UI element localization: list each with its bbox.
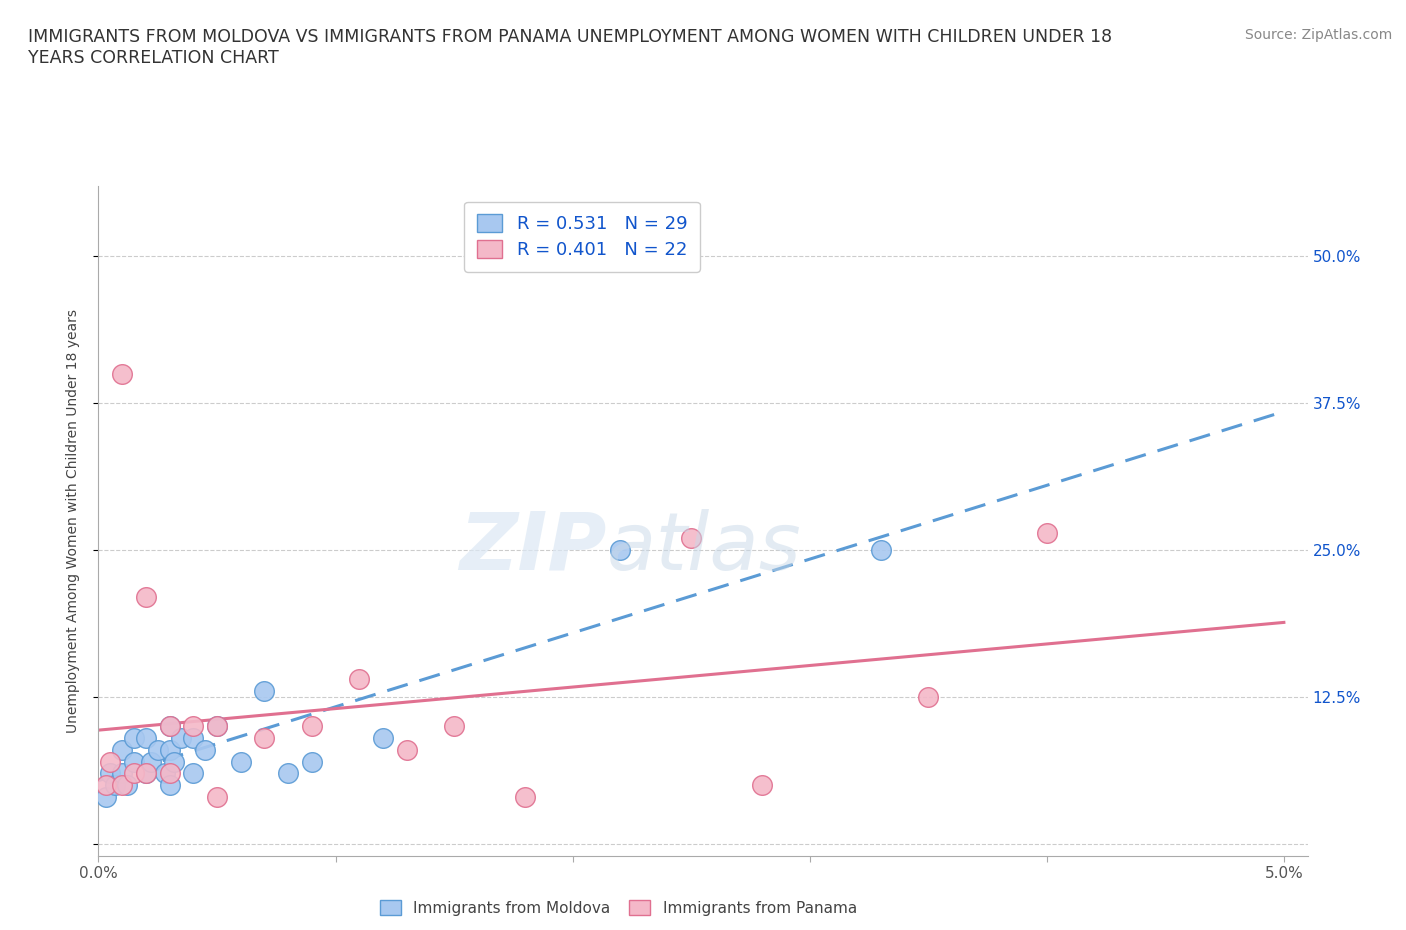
Point — [181, 731, 204, 746]
Point — [181, 719, 204, 734]
Legend: Immigrants from Moldova, Immigrants from Panama: Immigrants from Moldova, Immigrants from… — [374, 894, 863, 922]
Point — [104, 777, 127, 792]
Point — [371, 731, 394, 746]
Y-axis label: Unemployment Among Women with Children Under 18 years: Unemployment Among Women with Children U… — [66, 309, 80, 733]
Text: atlas: atlas — [606, 509, 801, 587]
Point — [170, 731, 193, 746]
Point — [163, 754, 186, 769]
Point — [253, 731, 276, 746]
Point — [111, 766, 134, 781]
Point — [146, 742, 169, 757]
Text: Source: ZipAtlas.com: Source: ZipAtlas.com — [1244, 28, 1392, 42]
Point — [301, 754, 323, 769]
Point — [115, 777, 138, 792]
Point — [917, 689, 939, 704]
Point — [111, 777, 134, 792]
Point — [159, 777, 181, 792]
Point — [135, 766, 157, 781]
Point — [681, 531, 703, 546]
Point — [153, 766, 176, 781]
Text: IMMIGRANTS FROM MOLDOVA VS IMMIGRANTS FROM PANAMA UNEMPLOYMENT AMONG WOMEN WITH : IMMIGRANTS FROM MOLDOVA VS IMMIGRANTS FR… — [28, 28, 1112, 67]
Point — [301, 719, 323, 734]
Point — [277, 766, 299, 781]
Point — [205, 719, 228, 734]
Point — [515, 790, 537, 804]
Point — [139, 754, 162, 769]
Text: ZIP: ZIP — [458, 509, 606, 587]
Point — [609, 543, 631, 558]
Point — [111, 742, 134, 757]
Point — [1036, 525, 1059, 540]
Point — [98, 766, 121, 781]
Point — [229, 754, 252, 769]
Point — [205, 790, 228, 804]
Point — [98, 754, 121, 769]
Point — [135, 731, 157, 746]
Point — [205, 719, 228, 734]
Point — [395, 742, 418, 757]
Point — [443, 719, 465, 734]
Point — [122, 731, 145, 746]
Point — [135, 766, 157, 781]
Point — [111, 366, 134, 381]
Point — [122, 766, 145, 781]
Point — [94, 790, 117, 804]
Point — [159, 719, 181, 734]
Point — [122, 754, 145, 769]
Point — [159, 766, 181, 781]
Point — [94, 777, 117, 792]
Point — [159, 742, 181, 757]
Point — [194, 742, 217, 757]
Point — [751, 777, 773, 792]
Point — [159, 719, 181, 734]
Point — [253, 684, 276, 698]
Point — [135, 590, 157, 604]
Point — [869, 543, 891, 558]
Point — [347, 672, 370, 687]
Point — [181, 766, 204, 781]
